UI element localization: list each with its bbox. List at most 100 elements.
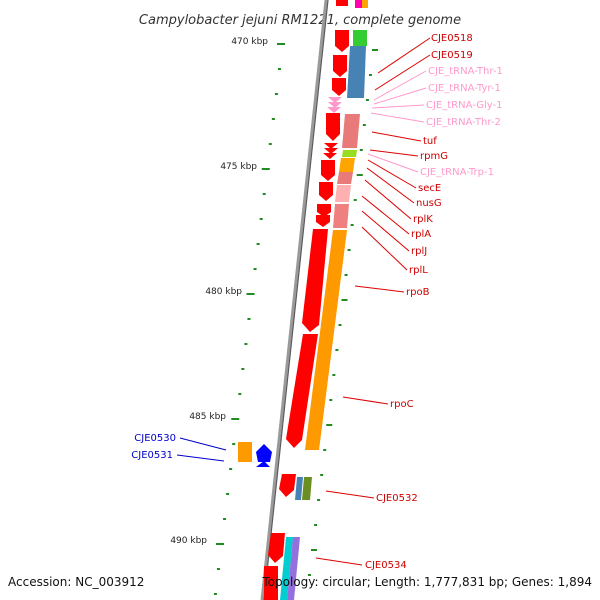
trna-feature [328,97,342,103]
accession-text: Accession: NC_003912 [8,575,144,589]
gene-label-CJE0530: CJE0530 [134,433,176,444]
ruler-outer-tick [344,274,348,276]
ruler-minor-tick [262,193,266,195]
ruler-outer-tick [338,324,342,326]
ruler-minor-tick [229,468,233,470]
gene-label-rplK: rplK [413,214,433,225]
cds-feature [286,334,318,448]
ruler-outer-tick [372,49,378,51]
ruler-major-tick [231,418,240,420]
ruler-outer-tick [356,174,363,176]
ruler-outer-tick [332,374,336,376]
cog-block [347,46,366,98]
cds-feature [332,78,346,96]
cog-block [333,204,349,228]
ruler-major-tick [246,293,255,295]
gene-label-tRNA-Thr-2: CJE_tRNA-Thr-2 [426,117,501,128]
gene-label-CJE0518: CJE0518 [431,33,473,44]
gene-label-secE: secE [418,183,441,194]
ruler-outer-tick [359,149,363,151]
gene-label-CJE0519: CJE0519 [431,50,473,61]
gene-labels: CJE0518 CJE0519 CJE_tRNA-Thr-1 CJE_tRNA-… [131,33,503,571]
cog-block [337,172,353,184]
ruler-minor-tick [241,368,245,370]
cog-block [342,150,357,157]
scale-tick-labels: 470 kbp 475 kbp 480 kbp 485 kbp 490 kbp [170,37,268,546]
gene-label-CJE0534: CJE0534 [365,560,407,571]
genome-title: Campylobacter jejuni RM1221, complete ge… [139,13,461,28]
cds-feature [321,160,335,181]
label-leader-lines [176,37,431,566]
topology-text: Topology: circular; Length: 1,777,831 bp… [261,575,592,589]
cog-block [280,537,293,600]
orange-feature [238,442,252,462]
gene-label-CJE0531: CJE0531 [131,450,173,461]
ruler-major-tick [277,43,285,45]
gene-label-tRNA-Gly-1: CJE_tRNA-Gly-1 [426,100,502,111]
scale-ruler [213,43,378,595]
cog-block [342,114,360,148]
ruler-outer-tick [323,449,327,451]
cds-feature [317,204,331,217]
ruler-minor-tick [216,568,220,570]
blue-feature [256,444,272,462]
cds-feature [335,30,349,52]
ruler-minor-tick [274,93,278,95]
cds-feature [333,55,347,77]
trna-feature [327,107,341,113]
scale-tick-label: 485 kbp [189,412,226,422]
ruler-outer-tick [350,224,354,226]
cog-block [335,185,351,202]
ruler-minor-tick [247,318,251,320]
gene-label-rpoC: rpoC [390,399,414,410]
cds-feature [324,143,338,149]
cog-block [287,537,300,600]
ruler-minor-tick [256,243,260,245]
cog-block [339,158,355,172]
blue-feature [256,461,270,467]
ruler-outer-tick [368,74,372,76]
gene-label-tRNA-Tyr-1: CJE_tRNA-Tyr-1 [428,83,501,94]
ruler-minor-tick [268,143,272,145]
ruler-outer-tick [317,499,321,501]
ruler-major-tick [261,168,270,170]
scale-tick-label: 490 kbp [170,536,207,546]
ruler-minor-tick [259,218,263,220]
gene-label-rplJ: rplJ [411,246,427,257]
ruler-minor-tick [232,443,236,445]
cds-feature [268,533,285,563]
ruler-minor-tick [223,518,227,520]
gene-label-tuf: tuf [423,136,437,147]
cog-track [280,0,368,600]
cds-feature [324,148,338,154]
ruler-outer-tick [320,474,324,476]
gene-label-rpoB: rpoB [406,287,430,298]
gene-label-nusG: nusG [416,198,442,209]
cog-block [295,477,303,500]
ruler-outer-tick [335,349,339,351]
ruler-minor-tick [238,393,242,395]
cog-block [362,0,368,8]
ruler-minor-tick [277,68,281,70]
scale-tick-label: 470 kbp [231,37,268,47]
cds-features [264,0,349,600]
ruler-outer-tick [341,299,348,301]
cds-feature [316,215,330,227]
ruler-outer-tick [326,424,333,426]
ruler-minor-tick [244,343,248,345]
scale-tick-label: 475 kbp [220,162,257,172]
cds-feature [279,474,296,497]
cog-block [355,0,362,8]
ruler-outer-tick [347,249,351,251]
ruler-outer-tick [307,574,311,576]
cds-feature [323,153,337,159]
other-features [238,442,272,467]
cds-feature [326,113,340,141]
cds-feature [319,182,333,201]
gene-label-rplL: rplL [409,265,428,276]
ruler-outer-tick [311,549,317,551]
trna-feature [328,102,342,108]
gene-label-tRNA-Trp-1: CJE_tRNA-Trp-1 [420,167,494,178]
cog-block [305,230,347,450]
gene-label-rplA: rplA [411,229,431,240]
